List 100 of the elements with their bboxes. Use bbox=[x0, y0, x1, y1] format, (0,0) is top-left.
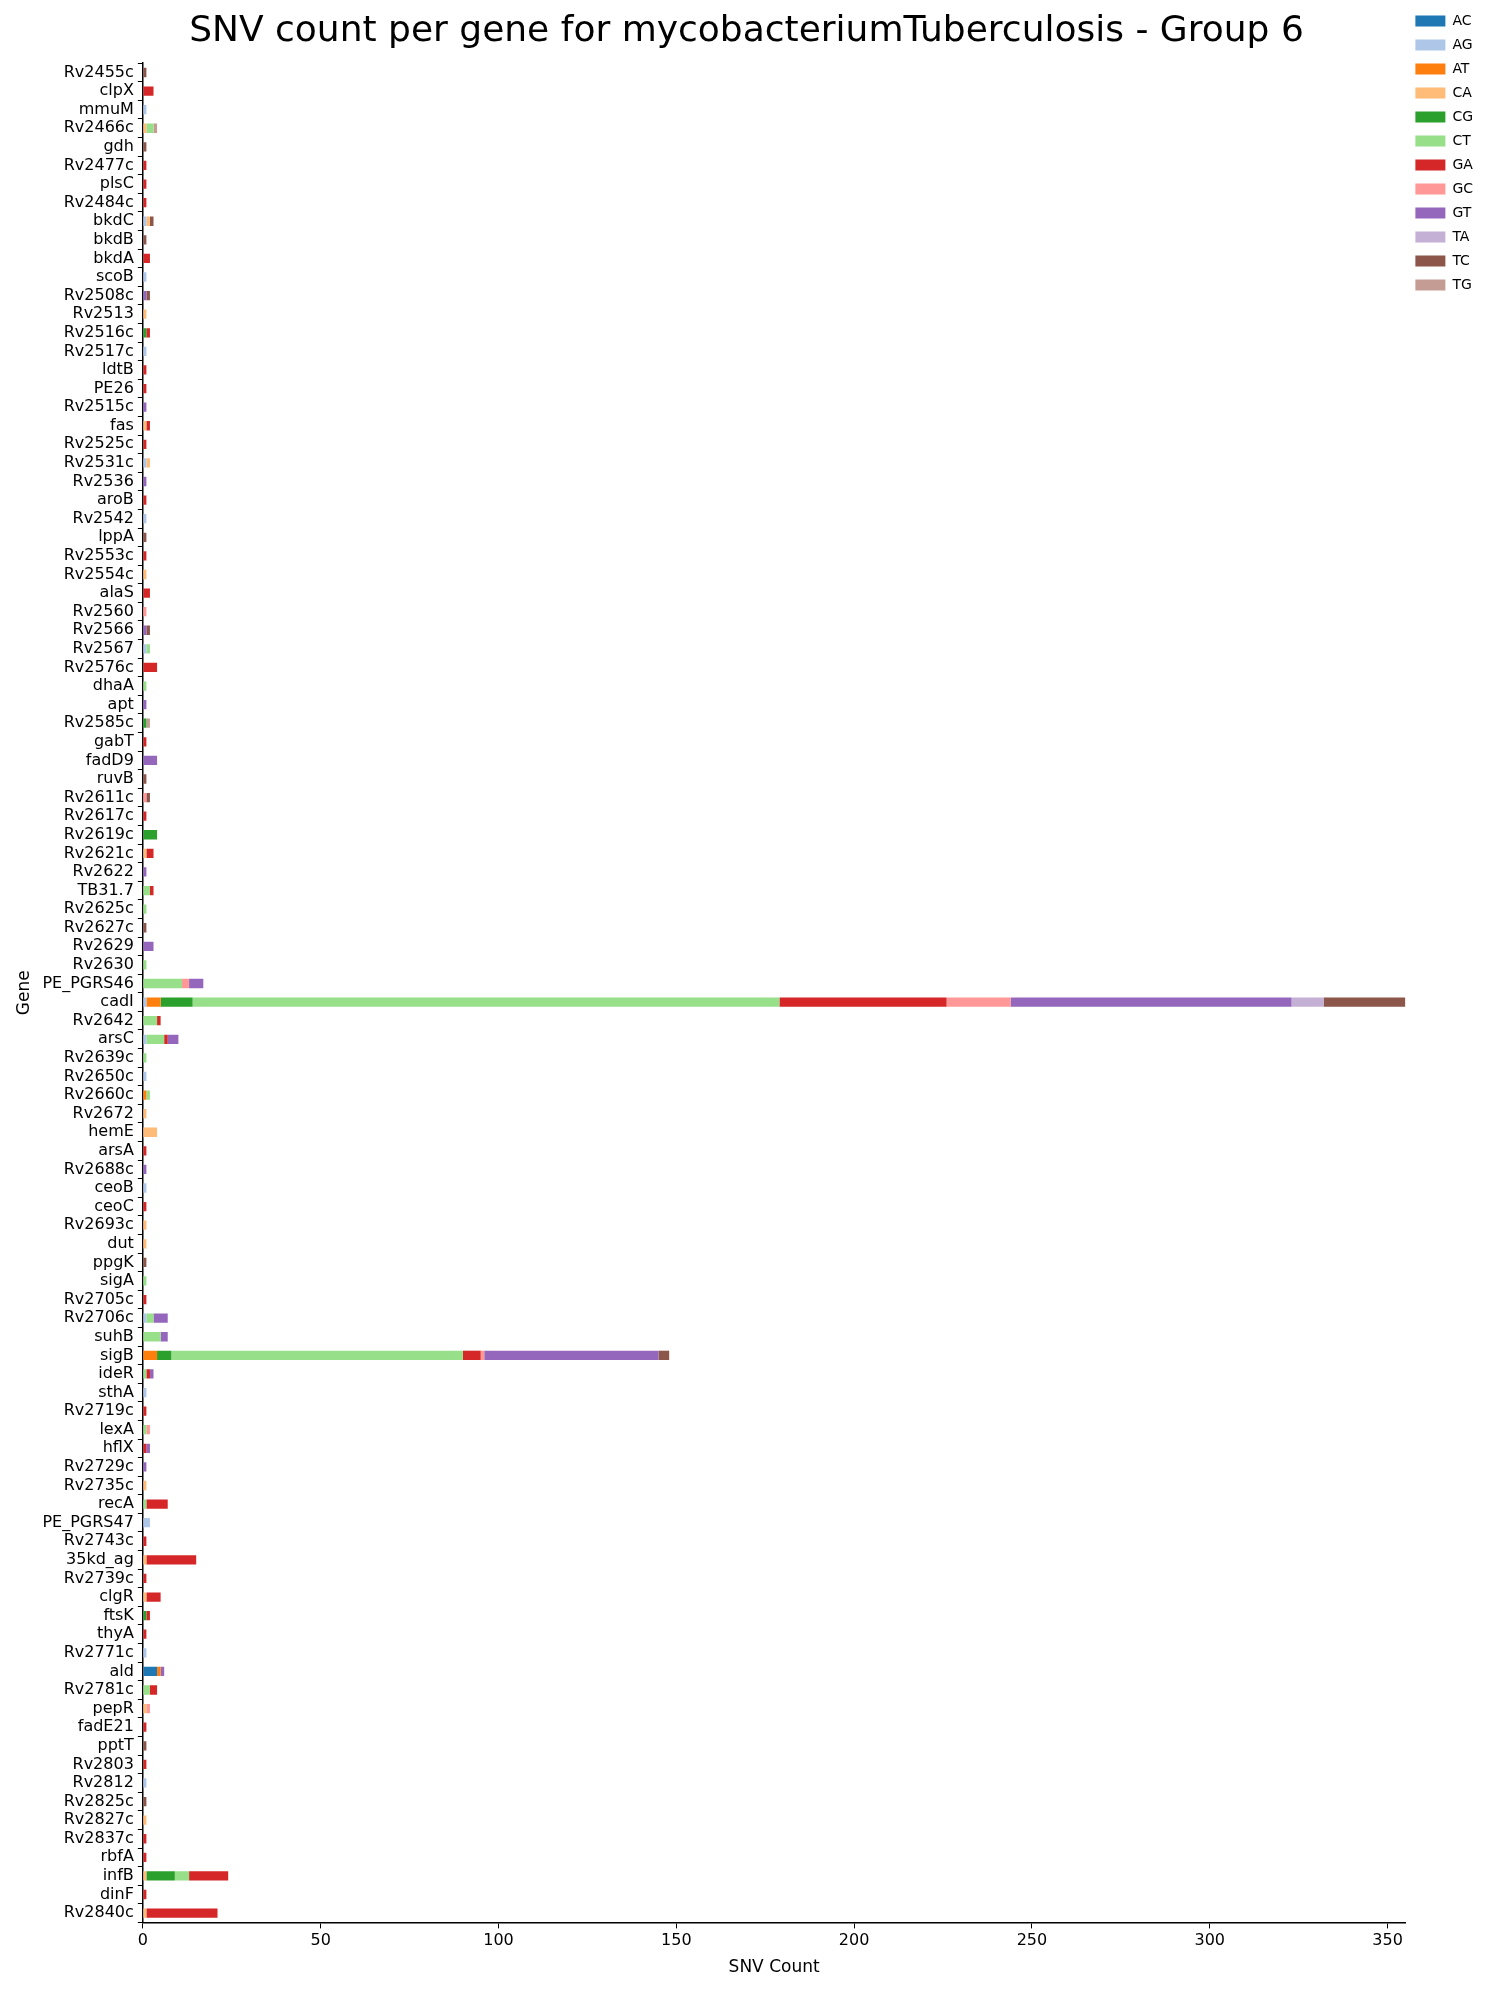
y-tick-label: gdh bbox=[103, 136, 134, 156]
y-tick-label: Rv2508c bbox=[63, 284, 134, 304]
bar bbox=[189, 978, 204, 989]
bar bbox=[149, 216, 154, 226]
y-tick-label: recA bbox=[98, 1493, 134, 1513]
bar bbox=[143, 1834, 147, 1844]
y-tick-label: Rv2812 bbox=[72, 1772, 134, 1792]
bar bbox=[143, 179, 147, 189]
legend-label: TA bbox=[1451, 227, 1470, 244]
y-tick-label: Rv2693c bbox=[63, 1214, 134, 1234]
x-tick-label: 150 bbox=[661, 1930, 692, 1950]
bar bbox=[143, 960, 147, 970]
bar bbox=[143, 514, 147, 524]
y-tick-label: Rv2650c bbox=[63, 1065, 134, 1085]
bar bbox=[146, 123, 154, 133]
y-tick-label: thyA bbox=[97, 1623, 134, 1643]
y-tick-label: Rv2735c bbox=[63, 1474, 134, 1494]
y-tick-label: plsC bbox=[99, 173, 134, 193]
y-tick-label: Rv2639c bbox=[63, 1047, 134, 1067]
bar bbox=[946, 997, 1011, 1007]
y-tick-label: dut bbox=[107, 1232, 134, 1252]
bar bbox=[143, 1536, 147, 1546]
y-tick-label: Rv2803 bbox=[72, 1753, 134, 1773]
x-tick-label: 100 bbox=[483, 1930, 514, 1950]
bar bbox=[143, 1071, 147, 1082]
bar bbox=[143, 1239, 147, 1249]
bar bbox=[143, 1220, 147, 1230]
bar bbox=[143, 1313, 147, 1323]
bar bbox=[484, 1350, 659, 1360]
y-tick-label: gabT bbox=[93, 730, 135, 750]
y-tick-label: Rv2553c bbox=[63, 545, 134, 565]
y-tick-label: arsA bbox=[98, 1139, 134, 1159]
bar bbox=[181, 978, 190, 989]
bar bbox=[143, 1406, 147, 1416]
y-tick-label: ppgK bbox=[92, 1251, 135, 1271]
y-tick-label: Rv2827c bbox=[63, 1809, 134, 1829]
bar bbox=[143, 681, 147, 691]
bar bbox=[149, 1369, 154, 1379]
bar bbox=[143, 1871, 147, 1881]
y-tick-label: Rv2517c bbox=[63, 340, 134, 360]
bar bbox=[1291, 997, 1324, 1007]
legend-label: CT bbox=[1452, 131, 1472, 148]
bar bbox=[143, 197, 147, 208]
y-tick-label: aroB bbox=[97, 489, 134, 509]
legend-label: GT bbox=[1452, 203, 1472, 220]
y-tick-label: fadD9 bbox=[85, 749, 134, 769]
bar bbox=[143, 1387, 147, 1398]
bar bbox=[143, 439, 147, 449]
bar bbox=[143, 365, 147, 375]
y-tick-label: fadE21 bbox=[77, 1716, 134, 1736]
y-tick-label: alaS bbox=[99, 582, 134, 602]
y-tick-label: cadI bbox=[100, 991, 134, 1011]
y-tick-label: ald bbox=[109, 1660, 134, 1680]
bar bbox=[146, 1313, 154, 1323]
bar bbox=[143, 1109, 147, 1119]
bar bbox=[143, 551, 147, 561]
y-tick-label: Rv2542 bbox=[72, 507, 134, 527]
y-tick-label: Rv2688c bbox=[63, 1158, 134, 1178]
bar bbox=[143, 1146, 147, 1156]
y-tick-label: Rv2837c bbox=[63, 1827, 134, 1847]
bar bbox=[143, 383, 147, 394]
bar bbox=[143, 848, 147, 859]
y-tick-label: Rv2567 bbox=[72, 638, 134, 657]
y-tick-label: sigB bbox=[99, 1344, 134, 1364]
y-tick-label: PE_PGRS46 bbox=[42, 972, 134, 993]
bar bbox=[143, 67, 147, 78]
y-tick-label: Rv2672 bbox=[72, 1102, 134, 1122]
y-tick-label: Rv2629 bbox=[72, 935, 134, 955]
bar bbox=[157, 1666, 161, 1677]
y-tick-label: infB bbox=[102, 1865, 134, 1885]
bar bbox=[143, 569, 147, 580]
y-tick-label: Rv2622 bbox=[72, 861, 134, 881]
x-tick-label: 0 bbox=[137, 1930, 148, 1950]
bar bbox=[143, 1257, 147, 1268]
bar bbox=[143, 142, 147, 152]
bar bbox=[143, 123, 147, 133]
y-tick-label: ceoB bbox=[94, 1177, 134, 1197]
y-tick-label: rbfA bbox=[100, 1846, 134, 1866]
bar bbox=[143, 1164, 147, 1175]
bar bbox=[146, 848, 154, 859]
bar bbox=[143, 309, 147, 319]
y-tick-label: ftsK bbox=[103, 1604, 135, 1624]
y-tick-label: PE_PGRS47 bbox=[42, 1511, 134, 1532]
bar bbox=[143, 1201, 147, 1212]
y-tick-label: arsC bbox=[97, 1028, 134, 1048]
y-tick-label: Rv2611c bbox=[63, 786, 134, 806]
bar bbox=[462, 1350, 481, 1360]
bar bbox=[143, 1648, 147, 1658]
y-tick-label: ideR bbox=[98, 1363, 134, 1383]
bar bbox=[143, 1592, 147, 1602]
y-tick-label: Rv2781c bbox=[63, 1679, 134, 1699]
bar bbox=[143, 1332, 161, 1342]
bar bbox=[143, 1499, 147, 1509]
x-tick-label: 250 bbox=[1016, 1930, 1048, 1950]
bar bbox=[143, 588, 150, 598]
bar bbox=[143, 1053, 147, 1063]
bar bbox=[146, 997, 161, 1007]
bar bbox=[143, 272, 147, 282]
y-tick-label: PE26 bbox=[93, 377, 134, 397]
bar bbox=[143, 402, 147, 412]
